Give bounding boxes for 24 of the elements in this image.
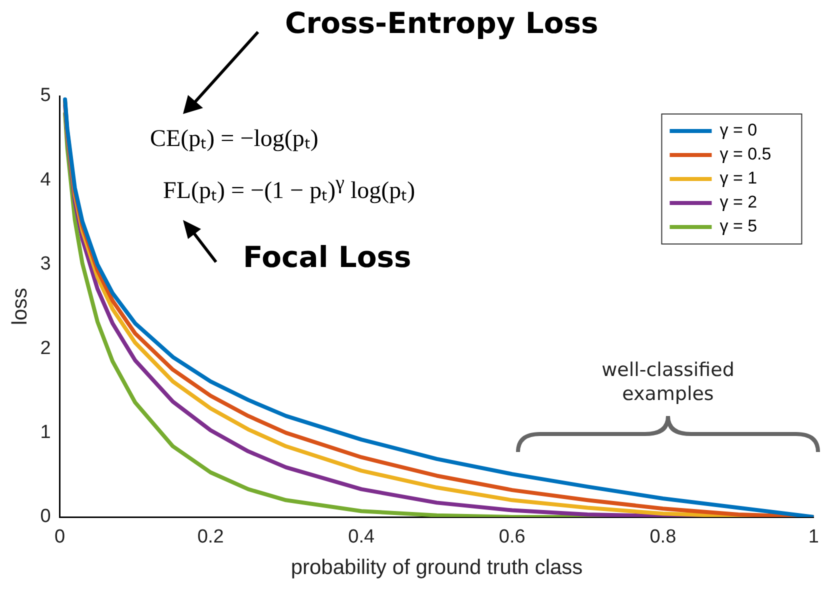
y-tick-label: 4	[40, 169, 52, 190]
legend-label: γ = 0.5	[720, 144, 772, 164]
y-tick-label: 2	[40, 338, 51, 359]
legend-label: γ = 0	[720, 120, 758, 140]
x-tick-label: 0.4	[348, 526, 375, 548]
x-tick-label: 0	[54, 526, 66, 548]
legend-label: γ = 5	[720, 216, 758, 236]
y-tick-label: 3	[40, 254, 51, 275]
y-tick-label: 5	[40, 85, 51, 106]
annotation: FL(pₜ) = −(1 − pₜ)$^{γ}$ log(pₜ)	[163, 172, 416, 205]
annotation: well-classified examples	[600, 358, 736, 406]
annotation: CE(pₜ) = −log(pₜ)	[150, 125, 318, 153]
x-tick-label: 0.2	[197, 526, 224, 548]
x-axis-title: probability of ground truth class	[290, 556, 583, 580]
y-tick-label: 0	[40, 506, 51, 528]
y-axis-title: loss	[8, 288, 32, 326]
x-tick-label: 1	[808, 526, 820, 548]
legend-label: γ = 2	[720, 192, 758, 212]
text: Cross-Entropy Loss	[285, 6, 598, 40]
legend-label: γ = 1	[720, 168, 758, 188]
y-tick-label: 1	[40, 422, 51, 444]
x-tick-label: 0.6	[498, 526, 526, 548]
annotation: Focal Loss	[243, 240, 412, 274]
x-tick-label: 0.8	[650, 526, 676, 548]
